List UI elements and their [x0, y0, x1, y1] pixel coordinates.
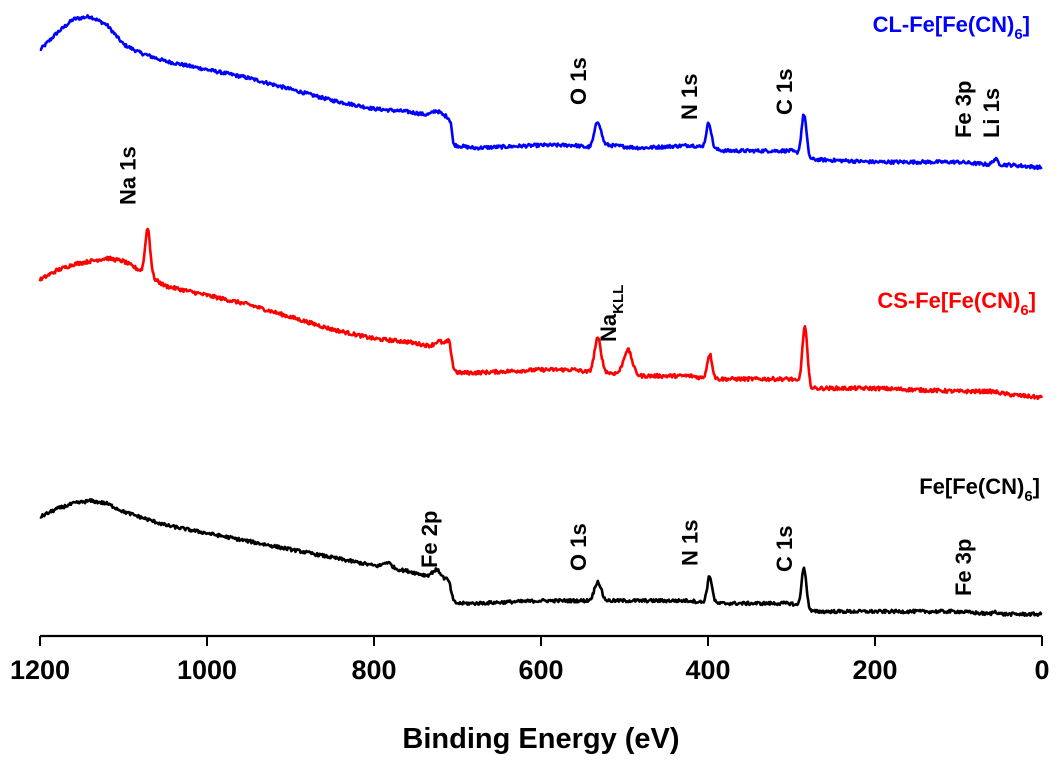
peak-annotation: Fe 3p — [951, 81, 976, 138]
series-line — [39, 14, 1043, 171]
peak-annotation: C 1s — [772, 526, 797, 572]
peak-annotation: O 1s — [566, 57, 591, 105]
x-axis: 1200 1000 800 600 400 200 0 — [10, 634, 1050, 685]
peak-annotation: Na 1s — [116, 146, 141, 205]
x-tick-label: 0 — [1034, 655, 1049, 685]
series-label: CL-Fe[Fe(CN)6] — [873, 12, 1030, 43]
series-label-layer: CL-Fe[Fe(CN)6] CS-Fe[Fe(CN)6] Fe[Fe(CN)6] — [873, 12, 1040, 505]
peak-annotation: N 1s — [678, 520, 703, 566]
x-tick-label: 200 — [852, 655, 897, 685]
series-label: CS-Fe[Fe(CN)6] — [877, 288, 1036, 319]
series-label: Fe[Fe(CN)6] — [919, 474, 1040, 505]
peak-annotation: N 1s — [677, 74, 702, 120]
x-tick-label: 1000 — [177, 655, 237, 685]
peak-annotation: Li 1s — [979, 88, 1004, 138]
x-tick-label: 1200 — [10, 655, 70, 685]
peak-annotation: Fe 3p — [951, 539, 976, 596]
series-line — [39, 498, 1043, 617]
x-tick-label: 400 — [685, 655, 730, 685]
peak-annotation: NaKLL — [596, 285, 627, 342]
peak-annotation: O 1s — [566, 523, 591, 571]
peak-annotation: C 1s — [772, 69, 797, 115]
series-line — [38, 227, 1044, 401]
peak-annotation: Fe 2p — [417, 511, 442, 568]
x-axis-title: Binding Energy (eV) — [402, 723, 679, 755]
x-tick-label: 600 — [518, 655, 563, 685]
x-tick-label: 800 — [351, 655, 396, 685]
series-layer — [38, 14, 1044, 617]
